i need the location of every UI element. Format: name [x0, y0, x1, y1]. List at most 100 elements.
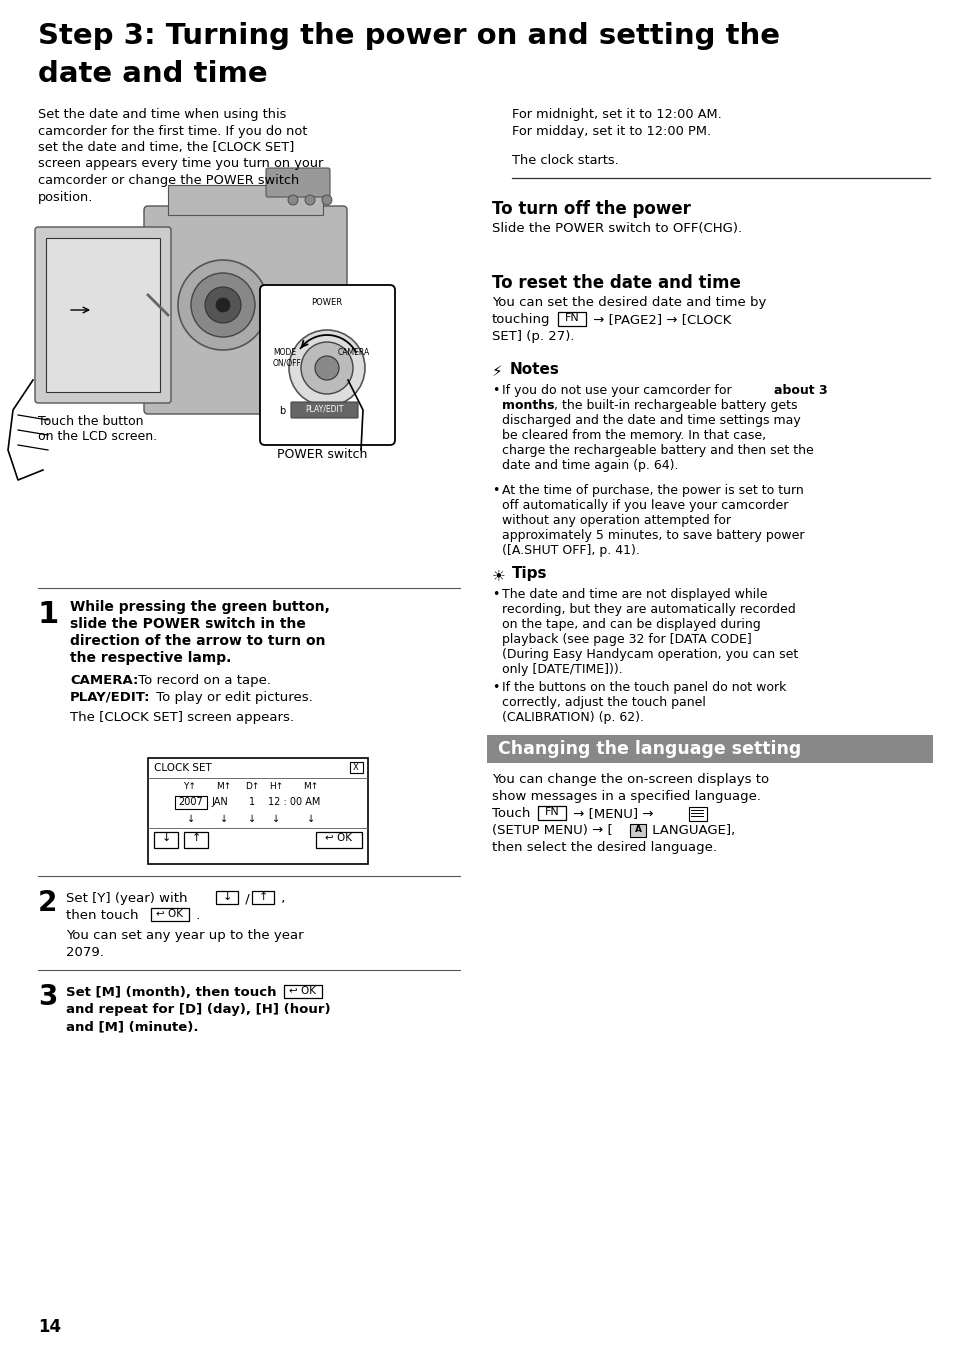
Text: ↩ OK: ↩ OK [325, 833, 352, 843]
Text: POWER switch: POWER switch [276, 448, 367, 461]
Text: ↓: ↓ [187, 814, 194, 824]
Text: ☀: ☀ [492, 569, 505, 584]
Text: The clock starts.: The clock starts. [512, 153, 618, 167]
Bar [174, 797, 207, 809]
Text: •: • [492, 588, 498, 601]
Text: ([A.SHUT OFF], p. 41).: ([A.SHUT OFF], p. 41). [501, 544, 639, 556]
Bar [168, 185, 323, 214]
Text: → [PAGE2] → [CLOCK: → [PAGE2] → [CLOCK [588, 313, 731, 326]
Text: You can change the on-screen displays to: You can change the on-screen displays to [492, 773, 768, 786]
Text: camcorder or change the POWER switch: camcorder or change the POWER switch [38, 174, 299, 187]
Text: If you do not use your camcorder for: If you do not use your camcorder for [501, 384, 731, 398]
Text: To turn off the power: To turn off the power [492, 199, 690, 218]
FancyBboxPatch shape [688, 807, 706, 821]
Bar [184, 832, 208, 848]
Text: The date and time are not displayed while: The date and time are not displayed whil… [501, 588, 767, 601]
Bar [558, 312, 585, 326]
Text: ↩ OK: ↩ OK [156, 909, 183, 919]
Text: ↑: ↑ [258, 892, 268, 902]
Text: position.: position. [38, 190, 93, 204]
Text: LANGUAGE],: LANGUAGE], [647, 824, 735, 837]
Text: 2: 2 [38, 889, 57, 917]
Text: Tips: Tips [512, 566, 547, 581]
Bar [315, 832, 361, 848]
Text: •: • [492, 484, 498, 497]
Text: ON/OFF: ON/OFF [273, 358, 301, 366]
Text: → [MENU] →: → [MENU] → [568, 807, 653, 820]
Text: PLAY/EDIT: PLAY/EDIT [305, 404, 343, 413]
Text: touching: touching [492, 313, 550, 326]
Text: on the tape, and can be displayed during: on the tape, and can be displayed during [501, 617, 760, 631]
Text: M↑: M↑ [216, 782, 232, 791]
Circle shape [288, 195, 297, 205]
Bar [151, 908, 189, 921]
Text: You can set the desired date and time by: You can set the desired date and time by [492, 296, 765, 309]
Text: For midnight, set it to 12:00 AM.: For midnight, set it to 12:00 AM. [512, 109, 721, 121]
Text: ↓: ↓ [307, 814, 314, 824]
Text: (During Easy Handycam operation, you can set: (During Easy Handycam operation, you can… [501, 649, 798, 661]
Text: To play or edit pictures.: To play or edit pictures. [152, 691, 313, 704]
Text: CLOCK SET: CLOCK SET [153, 763, 212, 773]
Text: ↓: ↓ [248, 814, 255, 824]
Text: To reset the date and time: To reset the date and time [492, 274, 740, 292]
Text: off automatically if you leave your camcorder: off automatically if you leave your camc… [501, 499, 787, 512]
Text: While pressing the green button,: While pressing the green button, [70, 600, 330, 613]
Text: H↑: H↑ [269, 782, 283, 791]
Text: 1: 1 [38, 600, 59, 630]
Text: Y↑: Y↑ [183, 782, 196, 791]
Text: 14: 14 [38, 1318, 61, 1337]
Text: ,: , [276, 892, 285, 905]
Circle shape [205, 286, 241, 323]
Text: You can set any year up to the year: You can set any year up to the year [66, 930, 303, 942]
Bar [153, 832, 178, 848]
Text: (CALIBRATION) (p. 62).: (CALIBRATION) (p. 62). [501, 711, 643, 725]
Text: •: • [492, 384, 498, 398]
Text: ↓: ↓ [220, 814, 228, 824]
Text: Set [Y] (year) with: Set [Y] (year) with [66, 892, 188, 905]
FancyBboxPatch shape [35, 227, 171, 403]
Text: PLAY/EDIT:: PLAY/EDIT: [70, 691, 151, 704]
Text: only [DATE/TIME])).: only [DATE/TIME])). [501, 664, 622, 676]
Text: , the built-in rechargeable battery gets: , the built-in rechargeable battery gets [554, 399, 797, 413]
Text: For midday, set it to 12:00 PM.: For midday, set it to 12:00 PM. [512, 125, 710, 138]
Text: /: / [241, 892, 250, 905]
Bar [148, 759, 368, 864]
Text: 1: 1 [249, 797, 254, 807]
Text: To record on a tape.: To record on a tape. [133, 674, 271, 687]
Text: The [CLOCK SET] screen appears.: The [CLOCK SET] screen appears. [70, 711, 294, 725]
Text: .: . [192, 909, 200, 921]
Text: Set [M] (month), then touch: Set [M] (month), then touch [66, 987, 276, 999]
Text: discharged and the date and time settings may: discharged and the date and time setting… [501, 414, 800, 427]
Text: date and time: date and time [38, 60, 268, 88]
Text: JAN: JAN [212, 797, 228, 807]
Text: (SETUP MENU) → [: (SETUP MENU) → [ [492, 824, 612, 837]
Bar [629, 824, 645, 837]
Text: ↩ OK: ↩ OK [289, 987, 316, 996]
Text: 2079.: 2079. [66, 946, 104, 959]
Text: set the date and time, the [CLOCK SET]: set the date and time, the [CLOCK SET] [38, 141, 294, 153]
Text: be cleared from the memory. In that case,: be cleared from the memory. In that case… [501, 429, 765, 442]
Text: FN: FN [564, 313, 578, 323]
Text: Set the date and time when using this: Set the date and time when using this [38, 109, 286, 121]
FancyBboxPatch shape [291, 402, 357, 418]
Text: the respective lamp.: the respective lamp. [70, 651, 232, 665]
Text: ↓: ↓ [161, 833, 171, 843]
Text: then touch: then touch [66, 909, 138, 921]
Text: correctly, adjust the touch panel: correctly, adjust the touch panel [501, 696, 705, 708]
Bar [252, 892, 274, 904]
Text: ↓: ↓ [272, 814, 280, 824]
Text: CAMERA:: CAMERA: [70, 674, 138, 687]
Text: D↑: D↑ [245, 782, 259, 791]
Text: M↑: M↑ [303, 782, 318, 791]
Text: X: X [353, 763, 358, 772]
Text: playback (see page 32 for [DATA CODE]: playback (see page 32 for [DATA CODE] [501, 632, 751, 646]
Text: If the buttons on the touch panel do not work: If the buttons on the touch panel do not… [501, 681, 785, 693]
Text: MODE: MODE [273, 347, 295, 357]
Text: CAMERA: CAMERA [337, 347, 370, 357]
Text: Changing the language setting: Changing the language setting [497, 740, 801, 759]
Text: ⚡: ⚡ [492, 364, 502, 379]
Text: screen appears every time you turn on your: screen appears every time you turn on yo… [38, 157, 323, 171]
Bar [537, 806, 565, 820]
Text: without any operation attempted for: without any operation attempted for [501, 514, 730, 527]
Text: direction of the arrow to turn on: direction of the arrow to turn on [70, 634, 325, 649]
